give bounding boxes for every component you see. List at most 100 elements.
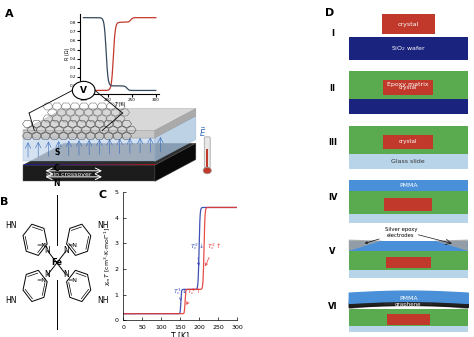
Polygon shape (23, 165, 155, 181)
Text: SiO$_2$ wafer: SiO$_2$ wafer (391, 43, 426, 53)
Polygon shape (131, 164, 135, 165)
Text: III: III (328, 139, 337, 148)
Text: Silver epoxy
electrodes: Silver epoxy electrodes (365, 227, 417, 244)
Text: C: C (54, 164, 60, 173)
X-axis label: T [K]: T [K] (171, 331, 189, 337)
Polygon shape (27, 164, 31, 165)
Text: NH: NH (97, 296, 109, 305)
Polygon shape (115, 164, 119, 165)
Polygon shape (23, 130, 155, 138)
Text: I: I (331, 29, 334, 38)
Text: HN: HN (5, 221, 17, 229)
Bar (349, 191, 468, 214)
Bar (382, 14, 435, 34)
Text: II: II (329, 84, 336, 93)
Y-axis label: $\chi_m T$ [cm$^3$·K·mol$^{-1}$]: $\chi_m T$ [cm$^3$·K·mol$^{-1}$] (103, 226, 113, 286)
Polygon shape (58, 164, 62, 165)
Polygon shape (23, 138, 155, 161)
Polygon shape (118, 164, 121, 165)
Bar (349, 126, 468, 154)
Polygon shape (29, 164, 33, 165)
Text: PMMA: PMMA (399, 183, 418, 188)
Text: N: N (45, 271, 50, 279)
Bar (349, 309, 468, 326)
Text: Epoxy matrix: Epoxy matrix (387, 82, 429, 87)
Bar (386, 257, 431, 268)
Polygon shape (82, 164, 86, 165)
Polygon shape (52, 164, 55, 165)
Polygon shape (38, 164, 42, 165)
Text: =N: =N (36, 278, 46, 283)
Bar (206, 149, 208, 167)
Polygon shape (107, 164, 110, 165)
Polygon shape (104, 164, 108, 165)
Polygon shape (139, 164, 143, 165)
Polygon shape (87, 164, 91, 165)
Text: =N: =N (67, 278, 77, 283)
Polygon shape (43, 164, 46, 165)
Polygon shape (349, 299, 384, 309)
Polygon shape (109, 164, 112, 165)
Polygon shape (80, 164, 84, 165)
Text: crystal: crystal (399, 140, 418, 145)
Polygon shape (155, 143, 196, 181)
Polygon shape (47, 164, 51, 165)
FancyBboxPatch shape (204, 137, 210, 168)
Polygon shape (120, 164, 124, 165)
Polygon shape (144, 164, 148, 165)
Polygon shape (71, 164, 75, 165)
Polygon shape (23, 164, 27, 165)
Polygon shape (155, 116, 196, 161)
Text: VI: VI (328, 302, 337, 311)
Polygon shape (63, 164, 66, 165)
Polygon shape (89, 164, 93, 165)
Bar (349, 270, 468, 277)
Circle shape (73, 81, 95, 99)
Polygon shape (128, 164, 132, 165)
Text: N: N (45, 246, 50, 255)
Polygon shape (349, 240, 382, 251)
Polygon shape (148, 164, 152, 165)
Polygon shape (67, 164, 71, 165)
Text: B: B (0, 197, 8, 207)
Bar (349, 36, 468, 60)
Text: NH: NH (97, 221, 109, 229)
Polygon shape (93, 164, 97, 165)
Polygon shape (84, 164, 88, 165)
Text: N: N (64, 271, 69, 279)
Polygon shape (49, 164, 53, 165)
Polygon shape (111, 164, 115, 165)
Polygon shape (91, 164, 95, 165)
Text: Glass slide: Glass slide (392, 159, 425, 164)
Bar (349, 70, 468, 99)
Polygon shape (65, 164, 69, 165)
Polygon shape (32, 164, 36, 165)
Polygon shape (41, 164, 45, 165)
Polygon shape (432, 299, 468, 309)
Polygon shape (135, 164, 139, 165)
Bar (349, 99, 468, 114)
Text: $T_c^2$$\downarrow$: $T_c^2$$\downarrow$ (190, 241, 204, 265)
Polygon shape (124, 164, 128, 165)
Polygon shape (54, 164, 57, 165)
Polygon shape (133, 164, 137, 165)
Polygon shape (100, 164, 104, 165)
Polygon shape (23, 116, 196, 138)
Text: V: V (80, 86, 87, 95)
Text: HN: HN (5, 296, 17, 305)
Text: $\vec{E}$: $\vec{E}$ (199, 126, 207, 140)
Polygon shape (25, 164, 29, 165)
Polygon shape (98, 164, 101, 165)
Bar (349, 251, 468, 270)
Text: C: C (98, 189, 106, 200)
Polygon shape (155, 109, 196, 138)
Polygon shape (34, 164, 38, 165)
Text: PMMA: PMMA (399, 296, 418, 301)
Text: A: A (5, 8, 13, 19)
Text: =N: =N (67, 243, 77, 248)
Polygon shape (142, 164, 146, 165)
Text: V: V (329, 247, 336, 256)
Polygon shape (151, 164, 155, 165)
Text: N: N (64, 246, 69, 255)
Bar (383, 80, 433, 95)
